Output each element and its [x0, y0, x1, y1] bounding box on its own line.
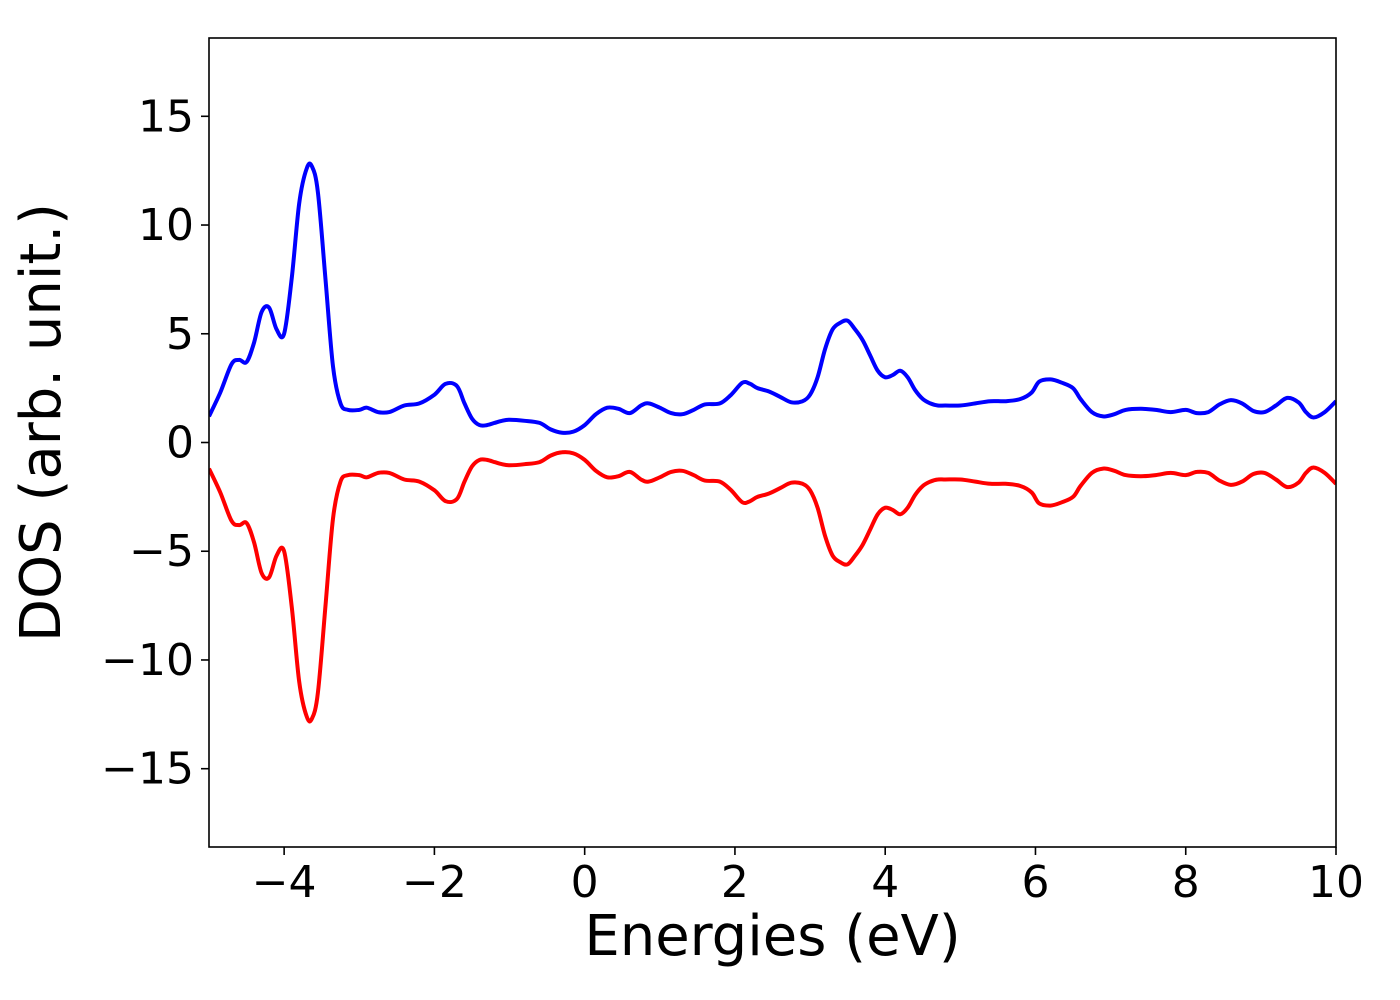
x-tick-label: −2: [402, 857, 467, 908]
y-tick-label: −5: [129, 526, 194, 577]
dos-curve-blue: [209, 161, 1336, 435]
y-tick-label: 10: [138, 200, 194, 251]
dos-curve-red: [209, 450, 1336, 724]
x-tick-label: 10: [1308, 857, 1364, 908]
series-layer: [209, 161, 1336, 724]
y-tick-label: −15: [101, 744, 194, 795]
x-tick-label: 8: [1172, 857, 1200, 908]
y-axis: 15 10 5 0 −5 −10 −15: [101, 91, 209, 795]
x-axis-label: Energies (eV): [584, 904, 960, 969]
y-tick-label: 0: [166, 418, 194, 469]
x-tick-label: 0: [571, 857, 599, 908]
y-tick-label: −10: [101, 635, 194, 686]
x-tick-label: 4: [871, 857, 899, 908]
y-tick-label: 15: [138, 91, 194, 142]
y-tick-label: 5: [166, 309, 194, 360]
y-axis-label: DOS (arb. unit.): [9, 203, 74, 642]
x-tick-label: 6: [1021, 857, 1049, 908]
x-tick-label: −4: [252, 857, 317, 908]
x-axis: −4 −2 0 2 4 6 8 10: [252, 847, 1364, 908]
x-tick-label: 2: [721, 857, 749, 908]
